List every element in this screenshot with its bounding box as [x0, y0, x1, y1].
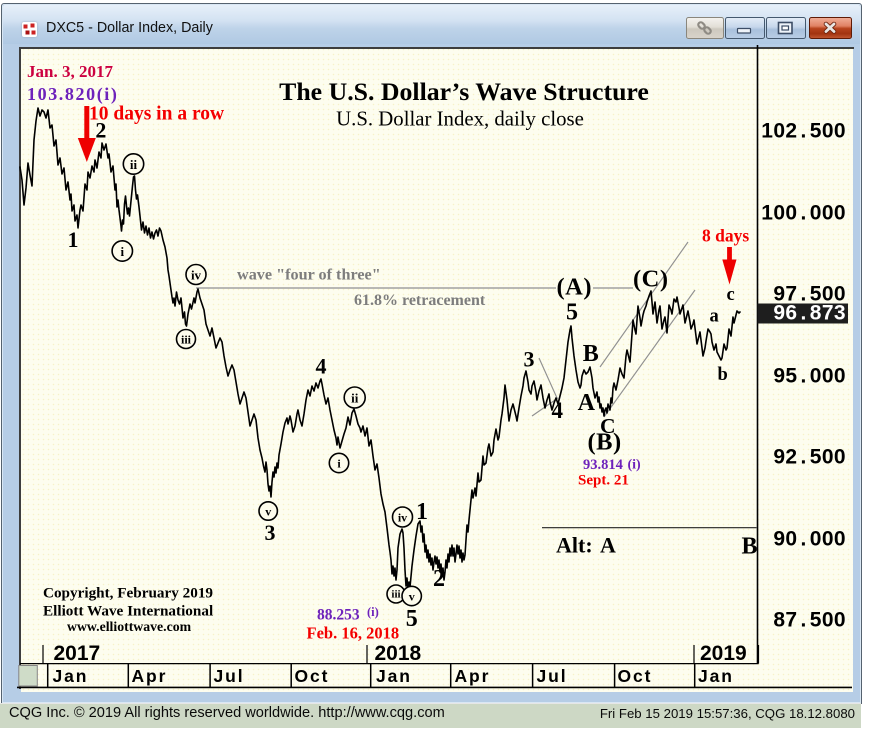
- svg-text:B: B: [583, 341, 599, 367]
- svg-text:2019: 2019: [700, 642, 747, 665]
- svg-text:102.500: 102. 500: [761, 120, 846, 143]
- svg-text:2: 2: [95, 118, 106, 143]
- svg-text:2018: 2018: [375, 642, 422, 665]
- svg-text:v: v: [265, 505, 271, 519]
- svg-text:97.500: 97. 500: [773, 283, 846, 306]
- svg-text:10 days in a row: 10 days in a row: [89, 104, 224, 125]
- svg-text:1: 1: [68, 227, 79, 252]
- svg-text:Apr: Apr: [132, 666, 168, 686]
- svg-text:i: i: [120, 244, 124, 259]
- svg-text:(B): (B): [588, 429, 622, 456]
- svg-text:Jan: Jan: [376, 666, 412, 686]
- svg-text:www.elliottwave.com: www.elliottwave.com: [67, 619, 192, 634]
- svg-text:61.8% retracement: 61.8% retracement: [354, 292, 486, 309]
- svg-text:iv: iv: [191, 268, 202, 283]
- svg-text:3: 3: [265, 520, 276, 545]
- svg-text:5: 5: [566, 300, 578, 326]
- svg-text:C: C: [600, 414, 616, 438]
- svg-text:2017: 2017: [54, 642, 101, 665]
- svg-text:4: 4: [316, 354, 327, 379]
- svg-text:Elliott Wave International: Elliott Wave International: [43, 603, 213, 620]
- svg-text:Jan. 3, 2017: Jan. 3, 2017: [27, 62, 113, 81]
- svg-text:93.814: 93.814: [583, 457, 623, 473]
- svg-text:A: A: [578, 390, 596, 416]
- svg-text:(i): (i): [367, 605, 379, 619]
- svg-text:(i): (i): [628, 458, 642, 473]
- svg-text:Copyright, February 2019: Copyright, February 2019: [43, 585, 213, 602]
- svg-text:(A): (A): [557, 274, 593, 301]
- svg-text:iii: iii: [391, 589, 400, 601]
- svg-text:95.000: 95. 000: [773, 365, 846, 388]
- svg-text:Oct: Oct: [295, 666, 330, 686]
- svg-text:Alt:: Alt:: [556, 533, 593, 558]
- svg-text:87.500: 87. 500: [773, 609, 846, 632]
- svg-text:A: A: [600, 533, 616, 558]
- svg-text:Jan: Jan: [53, 666, 89, 686]
- svg-text:(C): (C): [633, 266, 669, 293]
- svg-text:5: 5: [406, 606, 418, 632]
- svg-text:Oct: Oct: [618, 666, 653, 686]
- svg-text:92.500: 92. 500: [773, 446, 846, 469]
- svg-text:2: 2: [433, 566, 445, 592]
- svg-text:4: 4: [552, 398, 564, 423]
- svg-text:100.000: 100. 000: [761, 202, 846, 225]
- svg-text:88.253: 88.253: [317, 607, 360, 624]
- svg-text:wave "four of three": wave "four of three": [237, 266, 381, 284]
- svg-text:Jul: Jul: [537, 666, 568, 686]
- svg-text:Feb. 16, 2018: Feb. 16, 2018: [307, 624, 400, 643]
- svg-text:B: B: [742, 534, 758, 560]
- svg-text:1: 1: [416, 499, 428, 525]
- svg-text:i: i: [337, 457, 341, 471]
- svg-text:U.S. Dollar Index, daily close: U.S. Dollar Index, daily close: [336, 108, 584, 131]
- svg-text:v: v: [409, 590, 415, 604]
- svg-text:96.873: 96. 873: [773, 302, 846, 325]
- svg-text:The U.S. Dollar’s Wave Structu: The U.S. Dollar’s Wave Structure: [279, 77, 649, 106]
- svg-text:c: c: [727, 285, 735, 305]
- svg-text:ii: ii: [130, 157, 138, 172]
- svg-text:ii: ii: [351, 391, 359, 406]
- svg-text:Apr: Apr: [455, 666, 491, 686]
- svg-text:8 days: 8 days: [702, 226, 749, 246]
- svg-text:103.820(i): 103.820(i): [27, 84, 119, 105]
- svg-text:b: b: [718, 365, 728, 385]
- svg-text:a: a: [710, 307, 719, 327]
- svg-text:Jan: Jan: [698, 666, 734, 686]
- svg-text:90.000: 90. 000: [773, 528, 846, 551]
- svg-text:3: 3: [524, 347, 535, 372]
- svg-text:iii: iii: [181, 333, 192, 347]
- svg-text:iv: iv: [398, 511, 407, 525]
- svg-text:Jul: Jul: [214, 666, 245, 686]
- svg-text:Sept. 21: Sept. 21: [578, 473, 629, 489]
